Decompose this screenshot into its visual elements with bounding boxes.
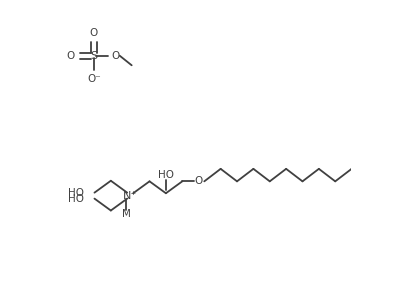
Text: HO: HO [68,194,84,204]
Text: O: O [67,51,75,61]
Text: O⁻: O⁻ [87,74,101,84]
Text: HO: HO [68,188,84,198]
Text: O: O [90,28,98,38]
Text: HO: HO [158,170,174,180]
Text: S: S [90,51,98,61]
Text: N⁺: N⁺ [122,191,137,201]
Text: O: O [111,51,120,61]
Text: M: M [122,209,130,219]
Text: O: O [195,176,203,186]
